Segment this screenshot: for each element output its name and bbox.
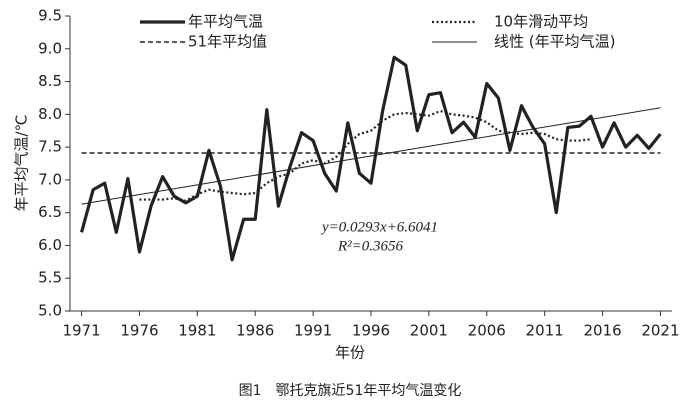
x-tick-label: 2001 <box>410 322 448 340</box>
r-squared: R²=0.3656 <box>337 238 404 254</box>
y-tick-label: 9.5 <box>38 7 62 25</box>
y-axis-label: 年平均气温/℃ <box>13 115 31 212</box>
x-tick-label: 2006 <box>468 322 506 340</box>
x-tick-label: 2021 <box>641 322 679 340</box>
y-tick-label: 7.5 <box>38 138 62 156</box>
caption: 图1 鄂托克旗近51年平均气温变化 <box>239 383 462 399</box>
x-axis-label: 年份 <box>335 344 365 362</box>
y-tick-label: 8.5 <box>38 72 62 90</box>
x-tick-label: 1981 <box>178 322 216 340</box>
y-tick-label: 7.0 <box>38 170 62 188</box>
legend-label: 线性 (年平均气温) <box>494 33 615 51</box>
y-tick-label: 8.0 <box>38 105 62 123</box>
x-tick-label: 1991 <box>294 322 332 340</box>
legend-label: 51年平均值 <box>188 33 267 51</box>
y-tick-label: 6.0 <box>38 236 62 254</box>
series-line <box>81 107 661 205</box>
x-tick-label: 1976 <box>120 322 158 340</box>
x-tick-label: 1996 <box>352 322 390 340</box>
x-tick-label: 2016 <box>583 322 621 340</box>
x-tick-label: 2011 <box>526 322 564 340</box>
equation: y=0.0293x+6.6041 <box>320 219 438 235</box>
legend-label: 年平均气温 <box>188 13 263 31</box>
series-line <box>139 109 592 202</box>
legend-label: 10年滑动平均 <box>494 13 588 31</box>
y-tick-label: 5.5 <box>38 269 62 287</box>
x-tick-label: 1986 <box>236 322 274 340</box>
y-tick-label: 6.5 <box>38 203 62 221</box>
x-tick-label: 1971 <box>62 322 100 340</box>
y-tick-label: 9.0 <box>38 39 62 57</box>
y-tick-label: 5.0 <box>38 302 62 320</box>
series-line <box>80 55 662 262</box>
